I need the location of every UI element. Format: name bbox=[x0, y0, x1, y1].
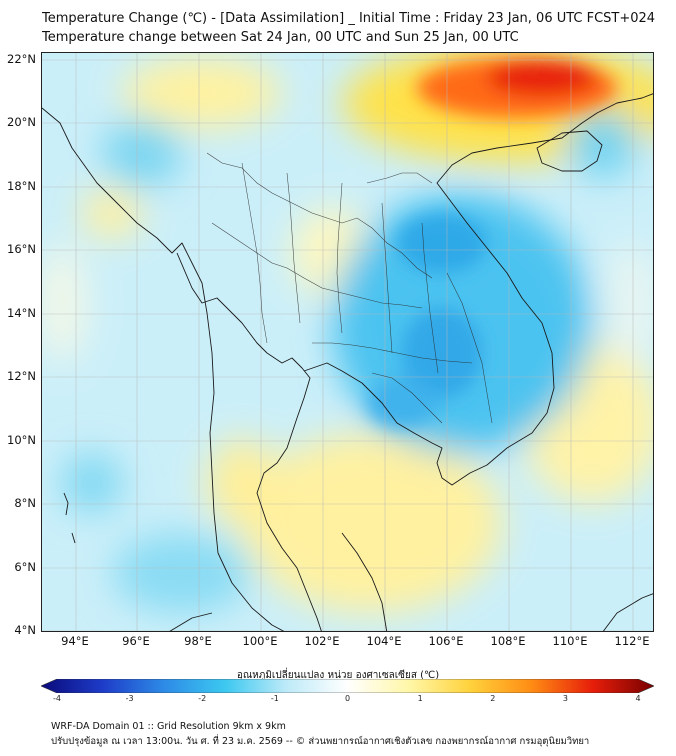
colorbar-tick: 1 bbox=[417, 694, 423, 703]
lon-label-104: 104°E bbox=[366, 634, 402, 648]
lon-label-100: 100°E bbox=[242, 634, 278, 648]
colorbar bbox=[41, 679, 654, 693]
lat-label-14: 14°N bbox=[7, 306, 36, 320]
lon-label-108: 108°E bbox=[490, 634, 526, 648]
graticule bbox=[42, 53, 653, 631]
lat-label-22: 22°N bbox=[7, 52, 36, 66]
temperature-change-map[interactable] bbox=[41, 52, 654, 632]
map-title: Temperature Change (℃) - [Data Assimilat… bbox=[42, 11, 656, 26]
lon-label-106: 106°E bbox=[428, 634, 464, 648]
footer-model-info: WRF-DA Domain 01 :: Grid Resolution 9km … bbox=[51, 721, 286, 732]
colorbar-tick: -2 bbox=[198, 694, 207, 703]
footer-update-info: ปรับปรุงข้อมูล ณ เวลา 13:00น. วัน ศ. ที่… bbox=[51, 736, 590, 747]
colorbar-tick: 2 bbox=[490, 694, 496, 703]
colorbar-tick: -3 bbox=[125, 694, 134, 703]
lon-label-96: 96°E bbox=[122, 634, 150, 648]
lon-label-110: 110°E bbox=[552, 634, 588, 648]
lon-label-94: 94°E bbox=[61, 634, 89, 648]
lat-label-16: 16°N bbox=[7, 242, 36, 256]
lat-label-12: 12°N bbox=[7, 369, 36, 383]
lon-label-102: 102°E bbox=[304, 634, 340, 648]
colorbar-tick: 0 bbox=[344, 694, 351, 703]
colorbar-tick: 4 bbox=[635, 694, 641, 703]
colorbar-gradient bbox=[41, 679, 654, 693]
lon-label-98: 98°E bbox=[184, 634, 212, 648]
lon-label-112: 112°E bbox=[614, 634, 650, 648]
lat-label-4: 4°N bbox=[14, 623, 36, 637]
colorbar-tick: -1 bbox=[270, 694, 279, 703]
colorbar-tick: -4 bbox=[53, 694, 61, 703]
lat-label-10: 10°N bbox=[7, 433, 36, 447]
lat-label-8: 8°N bbox=[14, 496, 36, 510]
lat-label-6: 6°N bbox=[14, 560, 36, 574]
colorbar-title: อุณหภูมิเปลี่ยนแปลง หน่วย องศาเซลเซียส (… bbox=[236, 670, 440, 681]
lat-label-18: 18°N bbox=[7, 179, 36, 193]
lat-label-20: 20°N bbox=[7, 115, 36, 129]
province-borders bbox=[206, 152, 493, 424]
map-subtitle: Temperature change between Sat 24 Jan, 0… bbox=[42, 30, 519, 45]
colorbar-tick: 3 bbox=[562, 694, 568, 703]
coastlines bbox=[42, 93, 653, 631]
